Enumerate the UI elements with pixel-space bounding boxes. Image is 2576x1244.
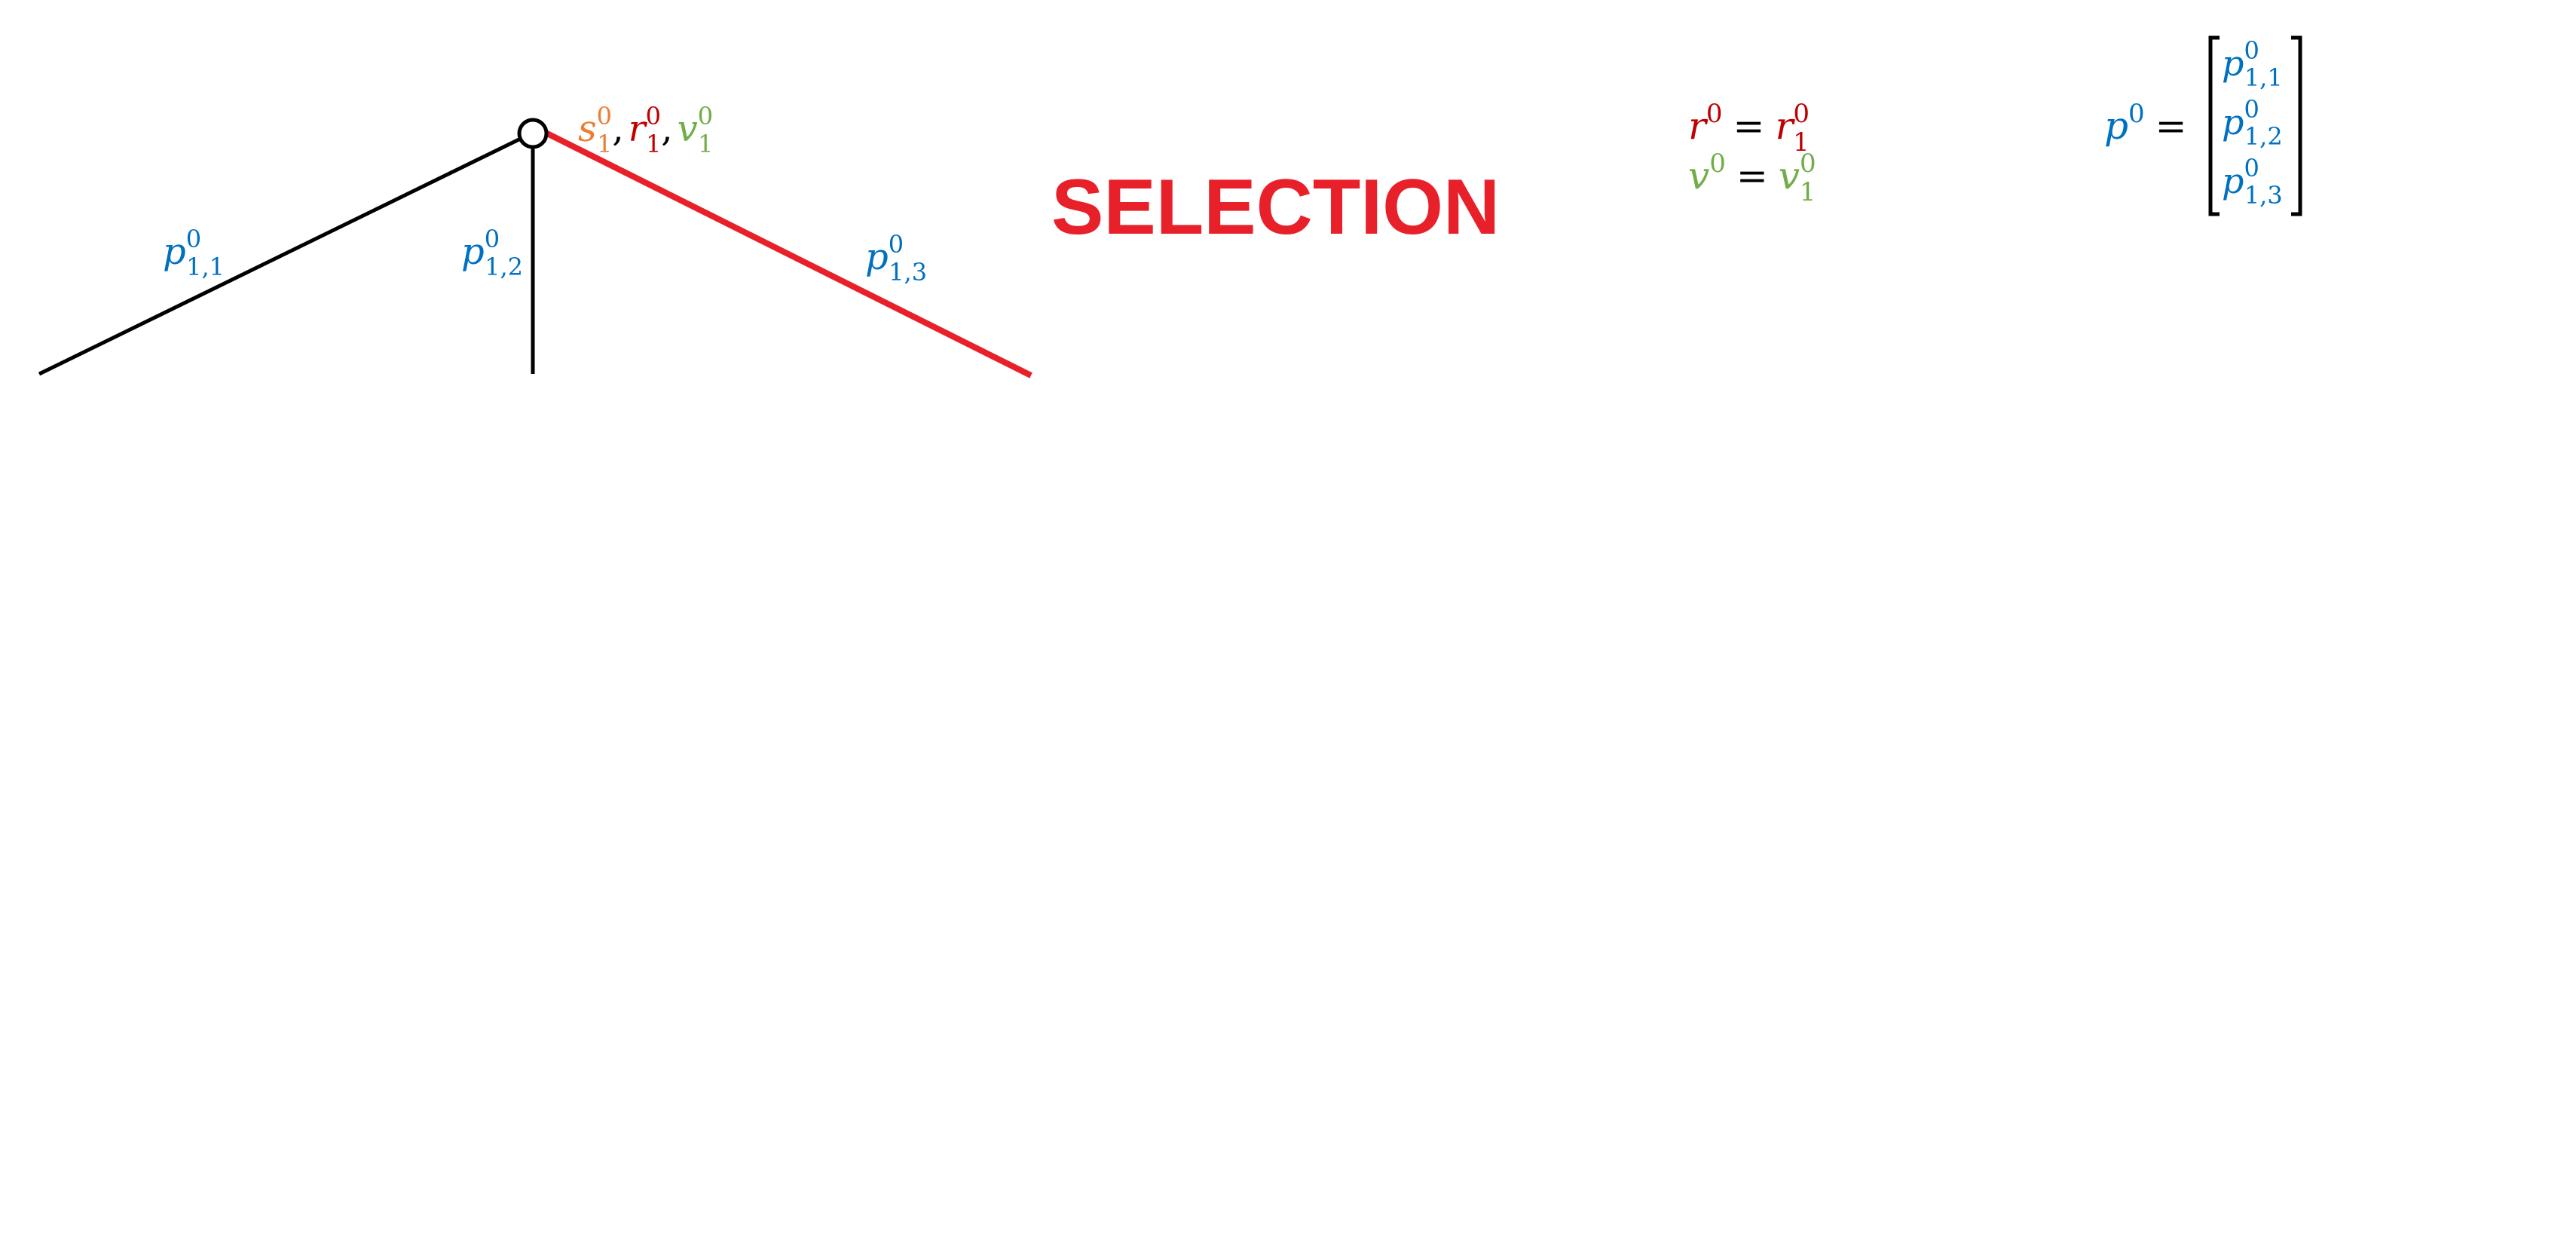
edge-label-2: p0 1,2 <box>461 225 523 281</box>
root-reward-sup: 0 <box>646 102 661 130</box>
root-sep-1: , <box>612 108 623 150</box>
edge-label-1: p0 1,1 <box>163 225 225 281</box>
root-reward-symbol: r <box>629 108 648 150</box>
matrix-left-bracket <box>2208 35 2220 216</box>
value-equation: v0 = v0 1 <box>1688 149 1816 207</box>
matrix-entry-2: p0 1,2 <box>2222 95 2283 151</box>
reward-equation: r0 = r0 1 <box>1688 99 1810 158</box>
edge-label-3: p0 1,3 <box>865 230 927 286</box>
root-node-label: s0 1, r0 1, v0 1 <box>578 102 713 158</box>
root-sep-2: , <box>661 108 672 150</box>
root-value-symbol: v <box>678 108 698 150</box>
tree-edge-right-selected <box>544 130 1033 378</box>
matrix-entry-1: p0 1,1 <box>2222 36 2283 92</box>
root-value-sup: 0 <box>698 102 713 130</box>
policy-equation-lhs: p0 = <box>2104 99 2187 148</box>
root-value-sub: 1 <box>698 130 713 158</box>
root-reward-sub: 1 <box>646 130 661 158</box>
root-state-sup: 0 <box>597 102 612 130</box>
tree-edge-left <box>38 130 534 376</box>
root-state-sub: 1 <box>597 130 612 158</box>
root-node <box>517 118 549 149</box>
matrix-entry-3: p0 1,3 <box>2222 154 2283 210</box>
diagram-title: SELECTION <box>1051 164 1500 251</box>
matrix-right-bracket <box>2291 35 2302 216</box>
root-state-symbol: s <box>578 108 597 150</box>
